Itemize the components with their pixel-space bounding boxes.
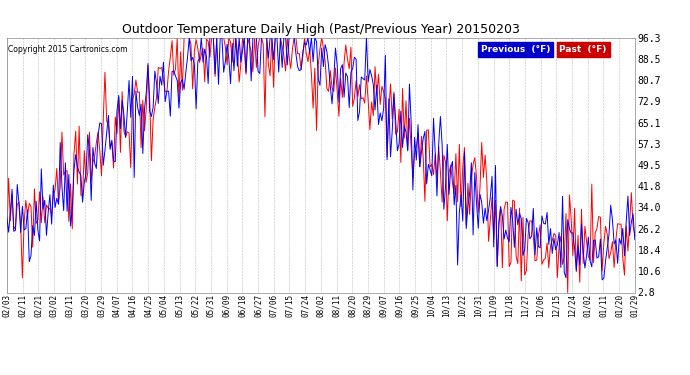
Text: Past  (°F): Past (°F) bbox=[560, 45, 607, 54]
Title: Outdoor Temperature Daily High (Past/Previous Year) 20150203: Outdoor Temperature Daily High (Past/Pre… bbox=[122, 23, 520, 36]
Text: Copyright 2015 Cartronics.com: Copyright 2015 Cartronics.com bbox=[8, 45, 128, 54]
Text: Previous  (°F): Previous (°F) bbox=[481, 45, 551, 54]
